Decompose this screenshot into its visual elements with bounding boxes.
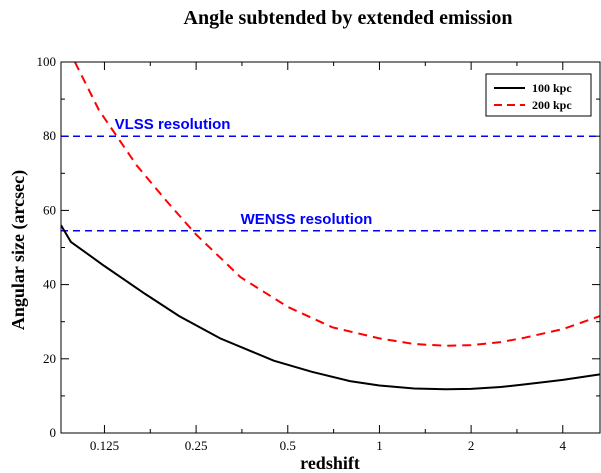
x-tick-label: 2 bbox=[468, 438, 475, 453]
series-line-0 bbox=[61, 224, 600, 391]
y-tick-label: 40 bbox=[43, 277, 56, 292]
legend: 100 kpc 200 kpc bbox=[485, 73, 592, 117]
y-tick-label: 80 bbox=[43, 128, 56, 143]
y-tick-label: 100 bbox=[37, 54, 57, 69]
plot-frame bbox=[60, 61, 601, 434]
reference-label-1: WENSS resolution bbox=[241, 211, 373, 228]
x-tick-label: 0.25 bbox=[185, 438, 208, 453]
y-tick-label: 60 bbox=[43, 202, 56, 217]
x-tick-label: 0.125 bbox=[90, 438, 119, 453]
plot-area: 0 20 40 60 80 100 0.125 0.25 0.5 1 2 4 VLSS resoluti… bbox=[37, 54, 600, 453]
chart-title: Angle subtended by extended emission bbox=[184, 7, 513, 29]
x-tick-label: 0.5 bbox=[280, 438, 296, 453]
legend-label-200kpc: 200 kpc bbox=[532, 98, 572, 112]
legend-label-100kpc: 100 kpc bbox=[532, 81, 572, 95]
x-tick-label: 1 bbox=[376, 438, 383, 453]
x-tick-label: 4 bbox=[560, 438, 567, 453]
legend-box bbox=[485, 73, 592, 117]
y-tick-label: 20 bbox=[43, 351, 56, 366]
series-line-1 bbox=[74, 62, 600, 347]
x-axis-label: redshift bbox=[300, 453, 360, 473]
reference-label-0: VLSS resolution bbox=[115, 116, 231, 133]
y-axis-label: Angular size (arcsec) bbox=[8, 170, 29, 330]
y-tick-label: 0 bbox=[50, 425, 57, 440]
